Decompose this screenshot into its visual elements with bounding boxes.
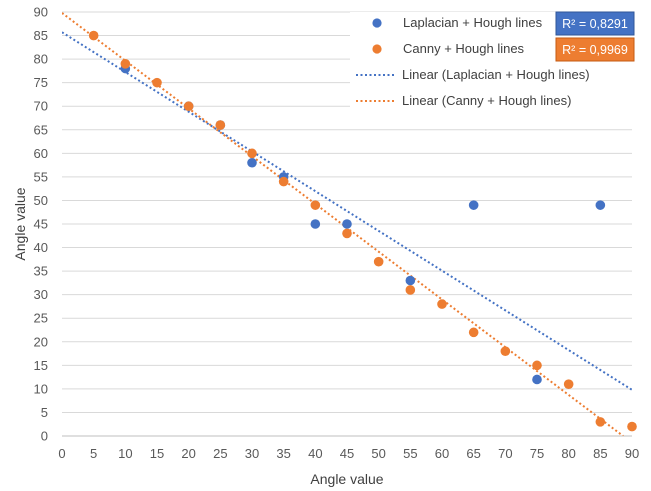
- point-canny: [342, 228, 352, 239]
- data-points: [88, 30, 637, 432]
- point-canny: [532, 360, 542, 371]
- point-laplacian: [468, 200, 479, 210]
- x-tick-label: 30: [245, 446, 259, 461]
- y-tick-label: 20: [34, 334, 48, 349]
- x-tick-label: 20: [181, 446, 195, 461]
- y-tick-label: 85: [34, 28, 48, 43]
- x-tick-label: 15: [150, 446, 164, 461]
- legend-label-canny: Canny + Hough lines: [403, 41, 525, 56]
- point-canny: [373, 256, 384, 267]
- legend-marker-laplacian: [372, 18, 382, 28]
- point-canny: [247, 148, 257, 159]
- x-axis-title: Angle value: [310, 471, 383, 487]
- point-laplacian: [342, 219, 352, 229]
- y-tick-label: 0: [41, 429, 48, 444]
- point-canny: [88, 30, 99, 41]
- point-canny: [310, 200, 321, 210]
- point-canny: [215, 120, 226, 130]
- x-tick-label: 25: [213, 446, 227, 461]
- point-laplacian: [310, 219, 321, 229]
- r2-label-laplacian: R² = 0,8291: [562, 17, 628, 31]
- x-tick-label: 70: [498, 446, 512, 461]
- r2-badge-laplacian: [555, 11, 635, 36]
- point-canny: [405, 285, 416, 295]
- y-tick-label: 75: [34, 75, 48, 90]
- legend-marker-canny: [372, 44, 382, 54]
- point-laplacian: [405, 275, 416, 286]
- legend-label-trend-laplacian: Linear (Laplacian + Hough lines): [402, 67, 590, 82]
- point-laplacian: [595, 200, 606, 210]
- y-tick-label: 35: [34, 264, 48, 279]
- point-canny: [437, 299, 447, 309]
- x-tick-label: 10: [118, 446, 132, 461]
- y-tick-label: 65: [34, 122, 48, 137]
- y-tick-label: 10: [34, 381, 48, 396]
- x-tick-label: 50: [371, 446, 385, 461]
- point-canny: [152, 77, 162, 88]
- x-tick-label: 5: [90, 446, 97, 461]
- x-tick-label: 85: [593, 446, 607, 461]
- x-tick-label: 90: [625, 446, 639, 461]
- legend-label-trend-canny: Linear (Canny + Hough lines): [402, 93, 571, 108]
- legend-label-laplacian: Laplacian + Hough lines: [403, 15, 543, 30]
- y-tick-label: 40: [34, 240, 48, 255]
- y-tick-labels: 0 5 10 15 20 25 30 35 40 45 50 55 60 65 70 75 80 85 90: [34, 5, 48, 444]
- x-tick-labels: 0 5 10 15 20 25 30 35 40 45 50 55 60 65 70 75 80 85 90: [58, 446, 639, 461]
- point-canny: [595, 417, 606, 427]
- y-tick-label: 90: [34, 5, 48, 20]
- point-laplacian: [247, 157, 257, 168]
- x-tick-label: 35: [276, 446, 290, 461]
- y-tick-label: 30: [34, 287, 48, 302]
- y-tick-label: 5: [41, 405, 48, 420]
- x-tick-label: 45: [340, 446, 354, 461]
- point-canny: [183, 101, 194, 112]
- x-tick-label: 0: [58, 446, 65, 461]
- y-tick-label: 60: [34, 146, 48, 161]
- y-tick-label: 55: [34, 169, 48, 184]
- point-canny: [563, 379, 574, 389]
- x-tick-label: 60: [435, 446, 449, 461]
- point-laplacian: [532, 374, 542, 385]
- y-tick-label: 50: [34, 193, 48, 208]
- x-tick-label: 55: [403, 446, 417, 461]
- x-tick-label: 75: [530, 446, 544, 461]
- point-canny: [627, 421, 637, 432]
- y-tick-label: 25: [34, 311, 48, 326]
- point-canny: [278, 176, 289, 187]
- point-canny: [500, 346, 511, 357]
- x-tick-label: 65: [466, 446, 480, 461]
- y-tick-label: 80: [34, 52, 48, 67]
- r2-badge-canny: [555, 37, 635, 62]
- legend: Laplacian + Hough lines Canny + Hough li…: [350, 12, 640, 114]
- point-canny: [120, 59, 131, 69]
- x-tick-label: 80: [561, 446, 575, 461]
- x-tick-label: 40: [308, 446, 322, 461]
- y-tick-label: 70: [34, 99, 48, 114]
- point-canny: [468, 327, 479, 338]
- y-tick-label: 45: [34, 217, 48, 232]
- y-axis-title: Angle value: [12, 187, 28, 260]
- y-tick-label: 15: [34, 358, 48, 373]
- r2-label-canny: R² = 0,9969: [562, 43, 628, 57]
